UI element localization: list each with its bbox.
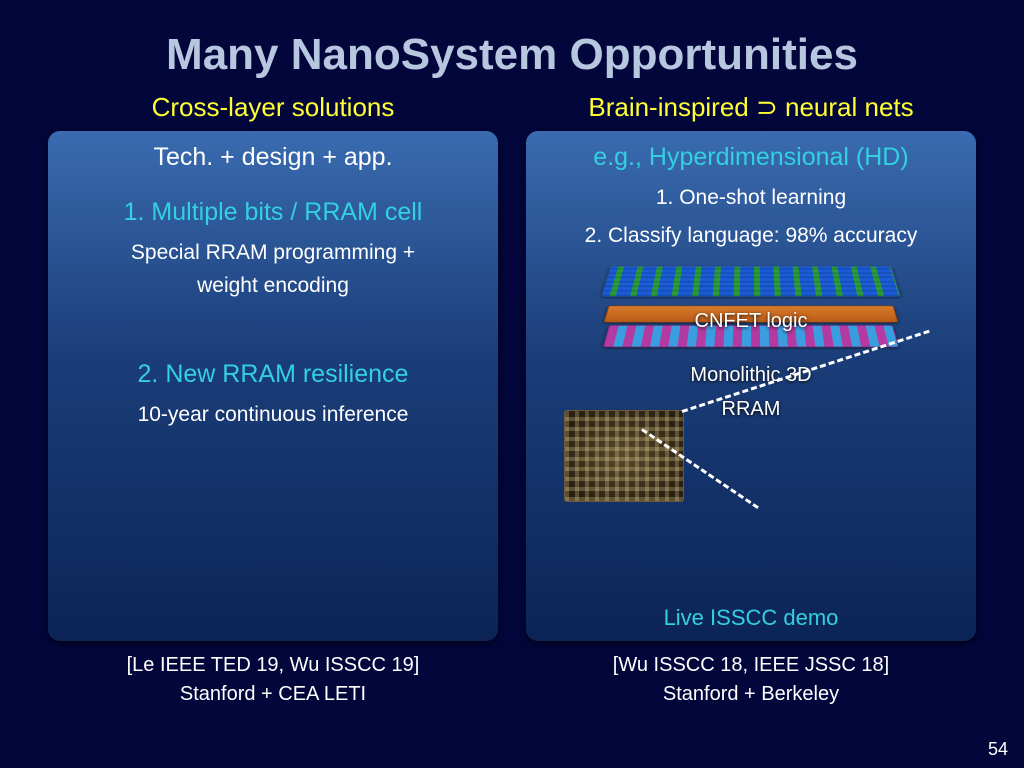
- demo-label: Live ISSCC demo: [526, 605, 976, 631]
- left-item2-head: 2. New RRAM resilience: [64, 360, 482, 389]
- left-heading: Cross-layer solutions: [152, 92, 395, 123]
- slide-number: 54: [988, 739, 1008, 760]
- left-item1-sub-line1: Special RRAM programming +: [131, 241, 415, 264]
- left-column: Cross-layer solutions Tech. + design + a…: [48, 92, 498, 709]
- left-footer-line1: [Le IEEE TED 19, Wu ISSCC 19]: [127, 654, 420, 676]
- right-footer-line2: Stanford + Berkeley: [663, 683, 839, 705]
- slide-title: Many NanoSystem Opportunities: [0, 0, 1024, 92]
- left-item1-sub: Special RRAM programming + weight encodi…: [64, 237, 482, 302]
- left-footer: [Le IEEE TED 19, Wu ISSCC 19] Stanford +…: [127, 651, 420, 709]
- left-panel: Tech. + design + app. 1. Multiple bits /…: [48, 131, 498, 641]
- right-hd-line1: 1. One-shot learning: [542, 186, 960, 210]
- right-hd-head: e.g., Hyperdimensional (HD): [542, 143, 960, 172]
- right-panel: e.g., Hyperdimensional (HD) 1. One-shot …: [526, 131, 976, 641]
- die-photo: [564, 410, 684, 502]
- left-footer-line2: Stanford + CEA LETI: [180, 683, 366, 705]
- right-hd-line2: 2. Classify language: 98% accuracy: [542, 224, 960, 248]
- right-footer: [Wu ISSCC 18, IEEE JSSC 18] Stanford + B…: [613, 651, 889, 709]
- left-subtitle: Tech. + design + app.: [64, 143, 482, 172]
- right-heading: Brain-inspired ⊃ neural nets: [588, 92, 913, 123]
- right-column: Brain-inspired ⊃ neural nets e.g., Hyper…: [526, 92, 976, 709]
- right-footer-line1: [Wu ISSCC 18, IEEE JSSC 18]: [613, 654, 889, 676]
- layer-top-cnfet: [601, 266, 901, 297]
- left-item2-sub: 10-year continuous inference: [64, 399, 482, 432]
- left-item1-sub-line2: weight encoding: [197, 274, 349, 297]
- left-item1-head: 1. Multiple bits / RRAM cell: [64, 198, 482, 227]
- chip-diagram: CNFET logic Monolithic 3D RRAM: [542, 260, 960, 520]
- two-column-layout: Cross-layer solutions Tech. + design + a…: [0, 92, 1024, 709]
- layer-mid-label: Monolithic 3D: [606, 364, 896, 387]
- chip-3d-stack: CNFET logic Monolithic 3D RRAM: [606, 278, 896, 356]
- layer-top-label: CNFET logic: [606, 310, 896, 333]
